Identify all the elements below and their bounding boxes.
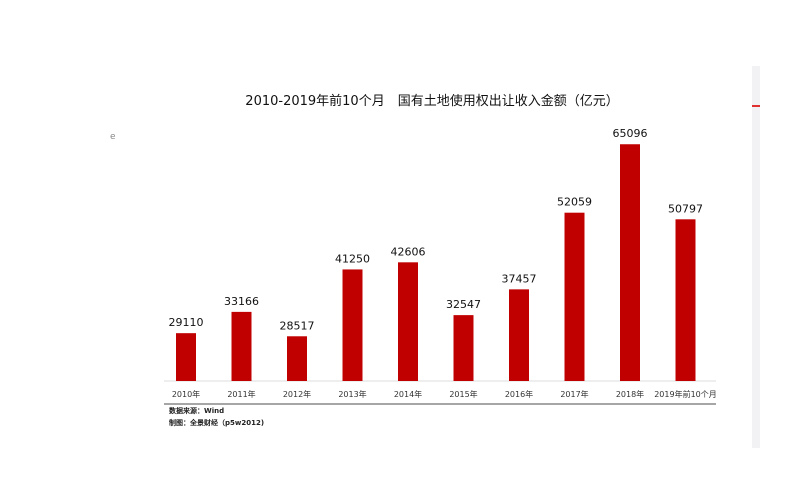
- value-label: 50797: [668, 202, 703, 215]
- bar-2017年: [564, 212, 585, 381]
- source-note: 数据来源：Wind: [169, 407, 225, 415]
- bar-2012年: [287, 336, 307, 381]
- x-tick-label: 2014年: [394, 389, 422, 399]
- x-tick-label: 2018年: [616, 389, 644, 399]
- value-label: 33166: [224, 295, 259, 308]
- value-label: 32547: [446, 298, 481, 311]
- x-tick-label: 2012年: [283, 389, 311, 399]
- value-label: 52059: [557, 196, 592, 209]
- chart-title: 2010-2019年前10个月 国有土地使用权出让收入金额（亿元）: [245, 94, 619, 109]
- stray-character: e: [110, 132, 116, 142]
- bar-2013年: [342, 269, 363, 381]
- value-label: 65096: [613, 127, 648, 140]
- scrollbar-position-marker: [752, 105, 760, 107]
- x-tick-label: 2015年: [449, 389, 477, 399]
- x-tick-label: 2013年: [338, 389, 366, 399]
- x-tick-label: 2010年: [172, 389, 200, 399]
- bar-2018年: [620, 144, 640, 381]
- value-label: 29110: [169, 316, 204, 329]
- bar-2010年: [176, 333, 196, 381]
- x-tick-label: 2016年: [505, 389, 533, 399]
- value-label: 37457: [502, 272, 537, 285]
- bar-2016年: [509, 289, 529, 381]
- value-label: 28517: [280, 319, 315, 332]
- bar-2011年: [231, 311, 252, 381]
- bar-2014年: [398, 262, 418, 381]
- bar-2015年: [453, 315, 474, 381]
- scrollbar[interactable]: [752, 66, 760, 448]
- credit-note: 制图：全景财经（p5w2012): [169, 419, 265, 427]
- value-label: 42606: [391, 245, 426, 258]
- value-label: 41250: [335, 252, 370, 265]
- bar-2019年前10个月: [675, 219, 696, 381]
- x-tick-label: 2011年: [227, 389, 255, 399]
- x-tick-label: 2019年前10个月: [654, 389, 717, 399]
- x-tick-label: 2017年: [560, 389, 588, 399]
